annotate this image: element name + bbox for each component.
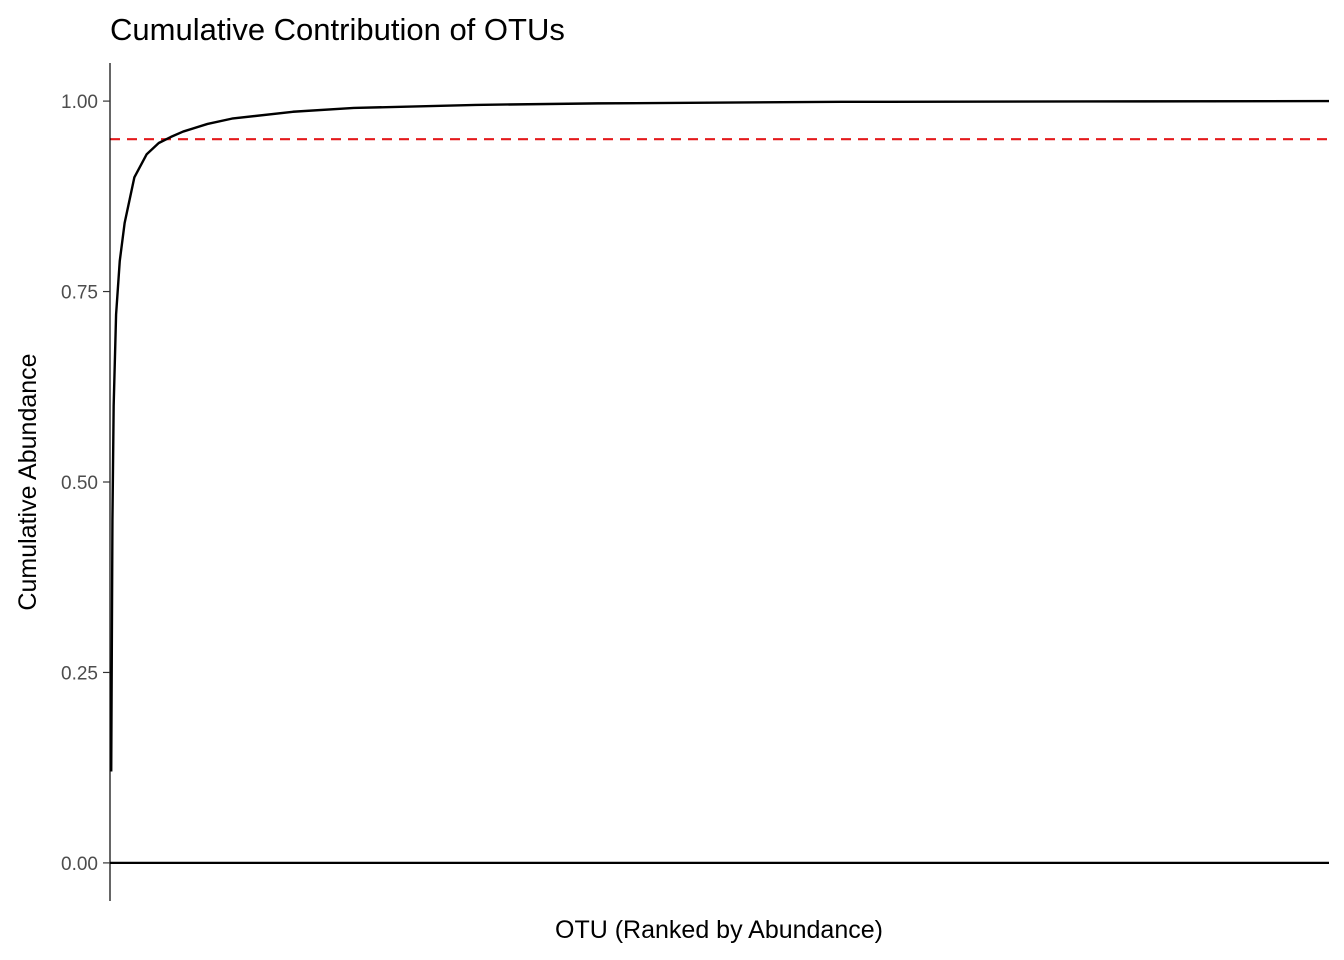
y-tick-label: 0.25 bbox=[61, 663, 98, 684]
y-tick-label: 0.75 bbox=[61, 283, 98, 304]
y-tick-label: 0.50 bbox=[61, 473, 98, 494]
series-line-0 bbox=[110, 99, 1330, 772]
plot-area bbox=[110, 99, 1330, 865]
y-axis: 0.00 0.25 0.50 0.75 1.00 bbox=[61, 63, 111, 901]
x-axis-title: OTU (Ranked by Abundance) bbox=[555, 916, 883, 944]
y-axis-title: Cumulative Abundance bbox=[14, 353, 42, 610]
y-tick-label: 1.00 bbox=[61, 92, 98, 113]
y-tick-label: 0.00 bbox=[61, 854, 98, 875]
chart-title: Cumulative Contribution of OTUs bbox=[110, 12, 565, 47]
